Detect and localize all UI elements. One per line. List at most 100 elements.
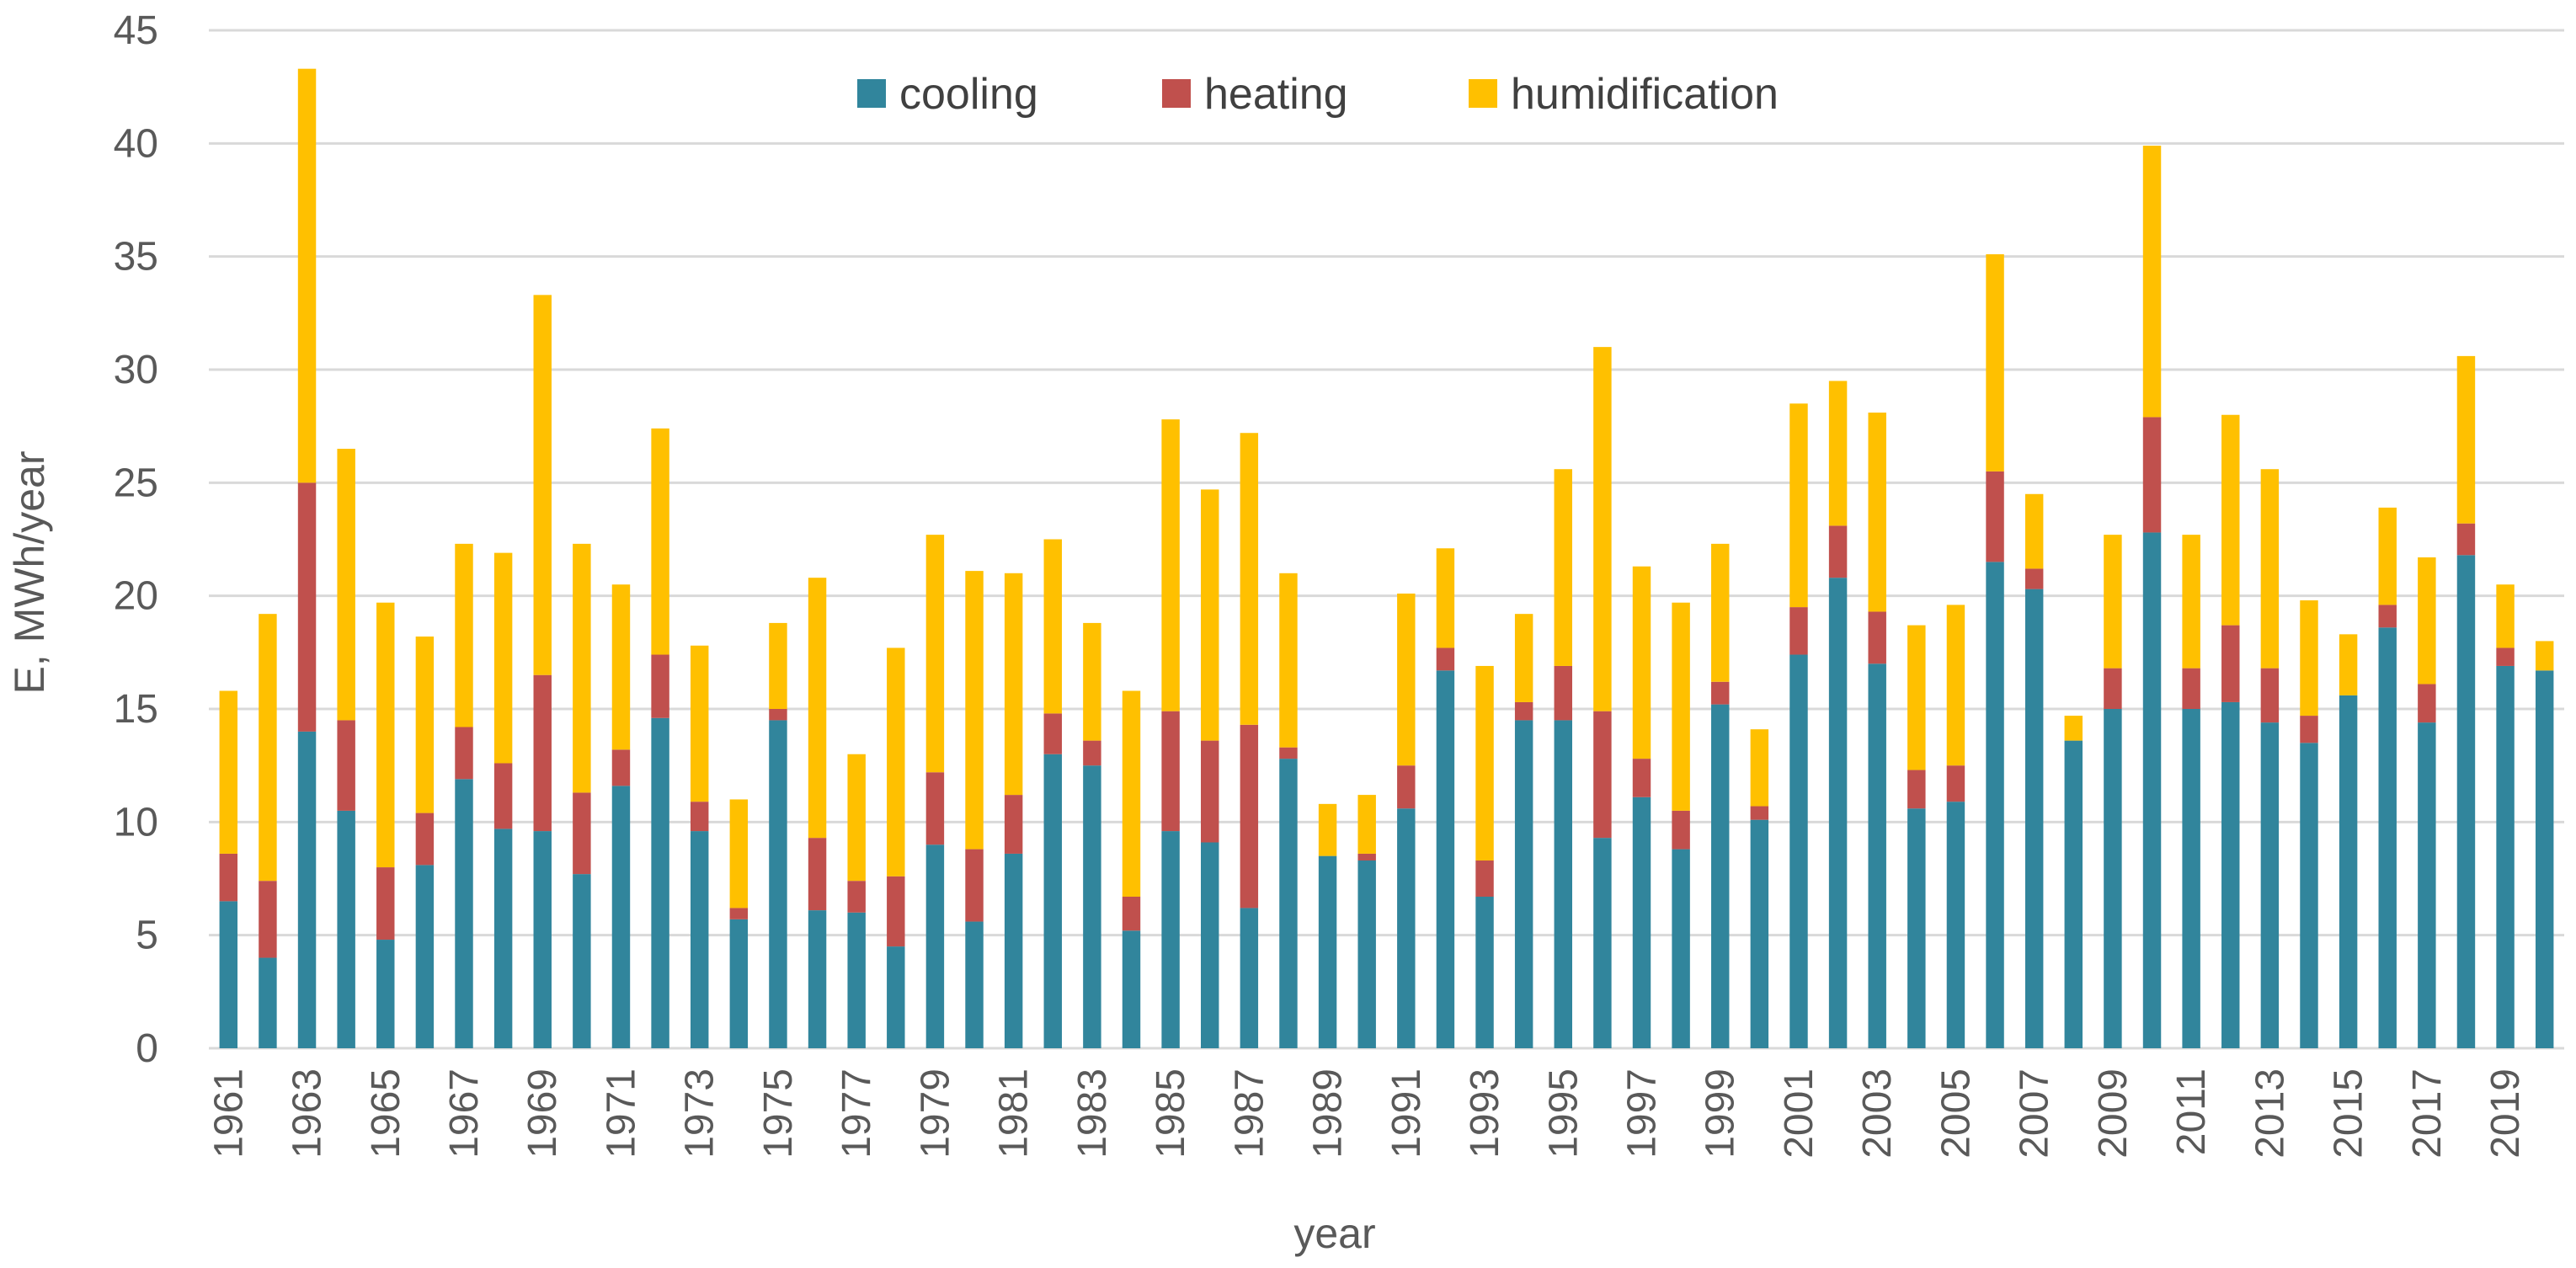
bar-humidification-1967	[455, 543, 473, 727]
bar-heating-1969	[533, 674, 552, 832]
y-tick-label: 0	[136, 1026, 158, 1071]
bar-group-1986	[1201, 489, 1219, 1048]
bar-group-1997	[1632, 566, 1651, 1048]
bar-cooling-2020	[2535, 670, 2554, 1048]
bar-heating-1967	[455, 727, 473, 780]
bar-cooling-1988	[1279, 759, 1298, 1048]
bar-cooling-2013	[2260, 722, 2280, 1048]
bar-heating-1996	[1593, 711, 1612, 839]
bar-humidification-1962	[259, 614, 277, 882]
bar-group-2018	[2456, 355, 2476, 1048]
bar-group-2012	[2221, 414, 2240, 1048]
bar-group-2016	[2378, 507, 2397, 1048]
bar-group-1977	[847, 754, 866, 1048]
bar-heating-2010	[2142, 417, 2162, 533]
bar-humidification-1961	[219, 690, 238, 854]
bar-group-1992	[1436, 548, 1455, 1048]
bar-cooling-1970	[573, 874, 591, 1048]
bar-heating-1991	[1397, 765, 1416, 809]
bar-heating-1985	[1161, 711, 1180, 832]
y-tick-label: 25	[114, 461, 158, 505]
bar-humidification-1980	[965, 571, 984, 850]
bar-group-1967	[455, 543, 473, 1048]
bar-group-1962	[259, 614, 277, 1048]
bar-cooling-2003	[1868, 663, 1886, 1048]
bar-cooling-1971	[611, 786, 631, 1048]
bar-heating-2006	[1986, 471, 2004, 562]
bar-cooling-1962	[259, 957, 277, 1048]
bar-cooling-1986	[1201, 842, 1219, 1048]
bar-heating-2001	[1789, 607, 1808, 655]
bar-humidification-1984	[1122, 690, 1141, 897]
bar-humidification-1988	[1279, 573, 1298, 748]
bar-humidification-1999	[1711, 543, 1730, 682]
bar-humidification-1966	[415, 637, 435, 813]
bar-group-2019	[2496, 584, 2515, 1048]
bar-heating-2012	[2221, 625, 2240, 702]
bar-heating-1999	[1711, 681, 1730, 705]
bar-humidification-1994	[1514, 614, 1533, 702]
bar-humidification-2017	[2418, 557, 2436, 685]
bar-cooling-1966	[415, 865, 435, 1048]
bar-heating-2013	[2260, 668, 2280, 723]
bar-group-1972	[651, 428, 669, 1048]
bar-cooling-2010	[2142, 532, 2162, 1048]
x-tick-label: 1975	[756, 1068, 801, 1159]
y-tick-label: 10	[114, 800, 158, 844]
y-axis-title: E, MWh/year	[6, 451, 53, 695]
bar-humidification-1971	[611, 584, 631, 750]
bar-heating-2004	[1907, 770, 1926, 809]
bar-cooling-2011	[2182, 709, 2200, 1048]
bar-group-1984	[1122, 690, 1141, 1048]
bar-group-1973	[690, 645, 709, 1048]
x-tick-label: 1971	[599, 1068, 643, 1159]
bar-group-2017	[2418, 557, 2436, 1048]
bar-heating-1992	[1436, 647, 1455, 671]
bar-heating-1963	[297, 482, 317, 732]
bar-humidification-2013	[2260, 469, 2280, 669]
x-tick-label: 1969	[520, 1068, 565, 1159]
bar-group-1979	[925, 535, 945, 1048]
bar-cooling-2006	[1986, 562, 2004, 1048]
bar-group-1978	[887, 647, 905, 1048]
bar-cooling-1976	[808, 910, 827, 1048]
x-tick-label: 1989	[1306, 1068, 1351, 1159]
x-tick-label: 1993	[1463, 1068, 1507, 1159]
x-tick-label: 1995	[1541, 1068, 1586, 1159]
x-tick-label: 1987	[1227, 1068, 1272, 1159]
bar-humidification-2016	[2378, 507, 2397, 605]
bar-humidification-1963	[297, 68, 317, 483]
bar-heating-2016	[2378, 605, 2397, 628]
bar-humidification-1989	[1318, 803, 1337, 856]
bar-group-1976	[808, 578, 827, 1048]
bar-humidification-1975	[769, 622, 787, 709]
bar-group-1964	[337, 449, 355, 1048]
bar-cooling-1990	[1357, 860, 1376, 1048]
bar-group-1966	[415, 637, 435, 1048]
bar-group-1990	[1357, 795, 1376, 1048]
bar-humidification-1985	[1161, 419, 1180, 711]
bar-cooling-1967	[455, 779, 473, 1048]
bar-cooling-2017	[2418, 722, 2436, 1048]
bar-heating-1973	[690, 802, 709, 832]
x-tick-label: 1963	[285, 1068, 330, 1159]
bar-humidification-1981	[1004, 573, 1023, 796]
bar-heating-2002	[1828, 525, 1848, 578]
bar-cooling-1974	[729, 919, 749, 1048]
x-tick-label: 2019	[2483, 1068, 2528, 1159]
bar-group-1963	[297, 68, 317, 1048]
bar-cooling-1972	[651, 717, 669, 1048]
bar-humidification-2020	[2535, 641, 2554, 671]
bar-humidification-2011	[2182, 535, 2200, 669]
bar-heating-1974	[729, 908, 749, 919]
bar-group-1981	[1004, 573, 1023, 1048]
bar-heating-1998	[1672, 810, 1690, 850]
x-tick-label: 1973	[678, 1068, 723, 1159]
x-tick-label: 2009	[2091, 1068, 2136, 1159]
bar-cooling-1965	[376, 940, 395, 1048]
bar-cooling-2014	[2300, 743, 2318, 1048]
bar-humidification-1974	[729, 799, 749, 908]
bar-cooling-1999	[1711, 704, 1730, 1048]
bar-humidification-2004	[1907, 625, 1926, 770]
bar-cooling-1968	[493, 828, 513, 1048]
